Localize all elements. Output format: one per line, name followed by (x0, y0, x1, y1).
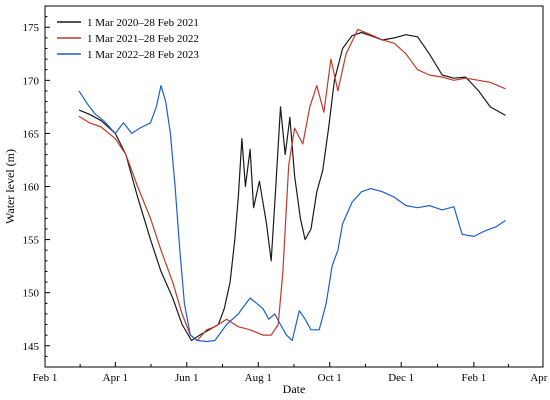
x-tick-label: Apr 1 (103, 372, 128, 384)
x-tick-label: Aug 1 (245, 372, 272, 384)
legend-label: 1 Mar 2021–28 Feb 2022 (87, 33, 199, 45)
series-line-1 (78, 31, 506, 342)
x-tick-label: Jun 1 (175, 372, 199, 384)
y-tick-label: 175 (23, 22, 40, 34)
y-axis-title: Water level (m) (3, 149, 17, 224)
y-tick-label: 165 (23, 128, 40, 140)
legend-label: 1 Mar 2022–28 Feb 2023 (87, 49, 199, 61)
series-line-2 (78, 28, 506, 342)
x-tick-label: Feb 1 (461, 372, 486, 384)
x-tick-label: Dec 1 (388, 372, 414, 384)
y-tick-label: 150 (23, 288, 40, 300)
y-axis: 145 150 155 160 165 170 175 (23, 5, 50, 368)
y-tick-label: 145 (23, 341, 40, 353)
y-tick-label: 160 (23, 182, 40, 194)
y-tick-label: 155 (23, 235, 40, 247)
legend: 1 Mar 2020–28 Feb 2021 1 Mar 2021–28 Feb … (57, 17, 199, 61)
x-tick-label: Apr 1 (530, 372, 550, 384)
y-tick-label: 170 (23, 75, 40, 87)
legend-label: 1 Mar 2020–28 Feb 2021 (87, 17, 199, 29)
series-layer (78, 28, 506, 343)
x-tick-label: Feb 1 (33, 372, 58, 384)
series-line-3 (78, 85, 506, 343)
x-tick-label: Oct 1 (318, 372, 342, 384)
x-axis-title: Date (283, 382, 306, 396)
x-axis: Feb 1 Apr 1 Jun 1 Aug 1 Oct 1 Dec 1 Feb 1 Apr 1 (33, 362, 550, 384)
